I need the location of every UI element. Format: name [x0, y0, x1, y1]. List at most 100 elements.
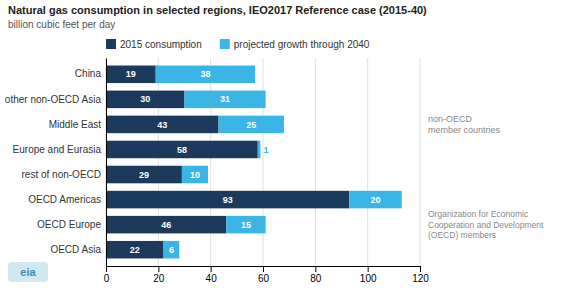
data-label: 6 [169, 245, 174, 255]
grid-line [158, 58, 159, 266]
subtitle: billion cubic feet per day [8, 19, 115, 30]
legend-label: 2015 consumption [120, 39, 202, 50]
legend-swatch [106, 39, 116, 49]
plot: 1930435829934622383125110201560204060801… [5, 58, 429, 284]
data-label: 20 [371, 195, 381, 205]
tick: other non-OECD Asia [5, 94, 106, 105]
data-label: 22 [130, 245, 140, 255]
tick-label: 20 [153, 273, 165, 284]
data-label: 1 [263, 145, 268, 155]
category-label: rest of non-OECD [22, 169, 101, 180]
bar [106, 66, 156, 84]
tick: 60 [258, 266, 270, 284]
tick: 0 [104, 266, 110, 284]
legend-item: projected growth through 2040 [220, 39, 370, 50]
chart: Natural gas consumption in selected regi… [0, 0, 575, 288]
data-label: 46 [161, 220, 171, 230]
grid-line [367, 58, 368, 266]
tick-mark [263, 266, 264, 272]
data-label: 30 [140, 94, 150, 104]
annotation: Organization for EconomicCooperation and… [428, 209, 544, 240]
tick-mark [420, 266, 421, 272]
tick: 20 [153, 266, 165, 284]
data-label: 31 [220, 94, 230, 104]
series [106, 66, 349, 259]
legend-label: projected growth through 2040 [234, 39, 370, 50]
tick: OECD Europe [37, 219, 106, 230]
bar [106, 191, 349, 209]
logo: eia [8, 262, 48, 282]
series [156, 66, 402, 259]
axis-line [107, 267, 421, 273]
tick: China [75, 68, 106, 79]
annotation-line: Cooperation and Development [428, 220, 544, 230]
annotation: non-OECDmember countries [428, 114, 501, 135]
tick-label: 80 [310, 273, 322, 284]
category-label: OECD Americas [28, 194, 101, 205]
category-label: OECD Asia [50, 244, 101, 255]
data-label: 15 [241, 220, 251, 230]
category-label: other non-OECD Asia [5, 94, 102, 105]
data-label: 10 [190, 170, 200, 180]
tick-mark [211, 266, 212, 272]
bar [156, 66, 255, 84]
annotation-line: non-OECD [428, 114, 473, 124]
tick: OECD Asia [50, 244, 106, 255]
title: Natural gas consumption in selected regi… [8, 4, 427, 16]
category-label: OECD Europe [37, 219, 101, 230]
data-label: 38 [200, 69, 210, 79]
bar [258, 141, 261, 159]
axis-line [106, 59, 107, 267]
tick: 40 [206, 266, 218, 284]
tick-mark [158, 266, 159, 272]
category-label: Middle East [49, 119, 101, 130]
bar [106, 166, 182, 184]
bar [185, 91, 266, 109]
legend-item: 2015 consumption [106, 39, 202, 50]
grid-line [106, 58, 107, 266]
data-label: 25 [246, 120, 256, 130]
bar [106, 141, 258, 159]
tick-label: 40 [206, 273, 218, 284]
tick: Middle East [49, 119, 106, 130]
tick: 80 [310, 266, 322, 284]
x-axis: 0 20 40 60 80 100 120 [104, 266, 430, 284]
bar [164, 241, 180, 259]
tick: Europe and Eurasia [13, 144, 106, 155]
data-label: 93 [223, 195, 233, 205]
tick: OECD Americas [28, 194, 106, 205]
annotation-line: (OECD) members [428, 230, 496, 240]
grid [106, 58, 420, 266]
data-label: 29 [139, 170, 149, 180]
legend: 2015 consumption projected growth through… [106, 39, 370, 50]
grid-line [315, 58, 316, 266]
annotation-line: Organization for Economic [428, 209, 529, 219]
data-label: 43 [157, 120, 167, 130]
tick-label: 60 [258, 273, 270, 284]
category-label: China [75, 68, 102, 79]
tick-mark [315, 266, 316, 272]
tick-label: 0 [104, 273, 110, 284]
bar [226, 216, 265, 234]
bar [106, 91, 185, 109]
legend-swatch [220, 39, 230, 49]
tick: rest of non-OECD [22, 169, 106, 180]
bar [106, 241, 164, 259]
data-labels: 19 30 43 58 29 93 46 22 38 31 25 1 10 20 15 6 [126, 69, 381, 254]
data-label: 58 [177, 145, 187, 155]
y-axis: China other non-OECD Asia Middle East Europ… [5, 59, 107, 267]
tick: 100 [360, 266, 377, 284]
logo-text: eia [20, 266, 36, 278]
grid-line [420, 58, 421, 266]
data-label: 19 [126, 69, 136, 79]
tick: 120 [412, 266, 429, 284]
bars [106, 66, 402, 259]
bar [106, 116, 219, 134]
tick-label: 120 [412, 273, 429, 284]
tick-mark [106, 266, 107, 272]
grid-line [210, 58, 211, 266]
bar [182, 166, 208, 184]
bar [219, 116, 284, 134]
annotation-line: member countries [428, 125, 501, 135]
bar [349, 191, 401, 209]
